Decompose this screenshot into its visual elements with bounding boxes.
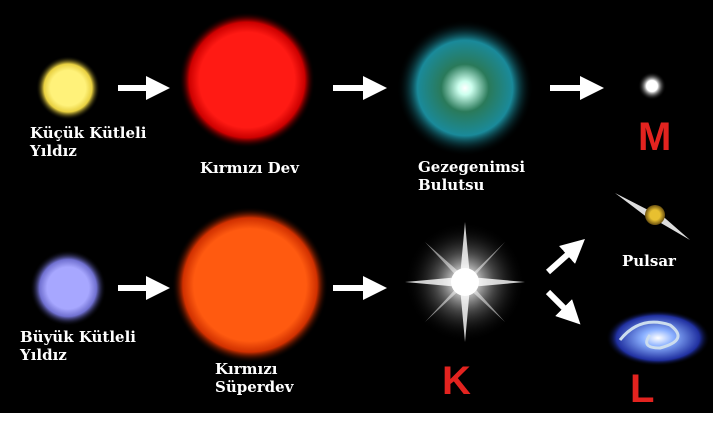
supernova — [405, 222, 525, 342]
label: Yıldız — [29, 142, 77, 160]
label: K — [442, 359, 471, 403]
label: Pulsar — [622, 252, 677, 270]
background — [0, 0, 713, 413]
label: Yıldız — [19, 346, 67, 364]
label: Gezegenimsi — [418, 158, 525, 176]
red-supergiant — [172, 207, 328, 363]
white-dwarf — [638, 72, 666, 100]
label: Küçük Kütleli — [30, 124, 147, 142]
label: M — [638, 115, 671, 159]
label: Büyük Kütleli — [20, 328, 136, 346]
label: Süperdev — [215, 378, 295, 396]
label: L — [630, 367, 654, 411]
small-star — [36, 56, 100, 120]
massive-star — [30, 250, 106, 326]
galaxy — [606, 310, 710, 366]
label: Kırmızı Dev — [200, 159, 300, 177]
red-giant — [179, 12, 315, 148]
diagram: Küçük Kütleli Yıldız Kırmızı Dev Gezegen… — [0, 0, 718, 421]
nebula — [397, 20, 533, 156]
label: Kırmızı — [215, 360, 278, 378]
label: Bulutsu — [418, 176, 485, 194]
